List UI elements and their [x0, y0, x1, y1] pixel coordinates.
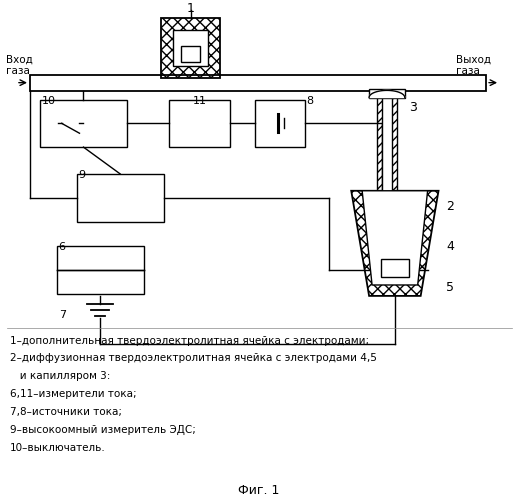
- Text: 7: 7: [59, 310, 66, 320]
- Bar: [57, 246, 144, 294]
- Text: 9: 9: [78, 170, 86, 180]
- Bar: [369, 88, 405, 98]
- Bar: [161, 18, 221, 78]
- Bar: [76, 174, 164, 222]
- Polygon shape: [369, 90, 405, 98]
- Text: 11: 11: [193, 96, 207, 106]
- Polygon shape: [362, 191, 428, 285]
- Bar: [381, 259, 409, 277]
- Text: 6: 6: [59, 242, 66, 252]
- Text: и капилляром 3:: и капилляром 3:: [10, 372, 111, 382]
- Text: 7,8–источники тока;: 7,8–источники тока;: [10, 407, 122, 417]
- Text: 2: 2: [446, 200, 454, 213]
- Text: Вход
газа: Вход газа: [6, 55, 33, 76]
- Bar: [181, 46, 200, 62]
- Text: 1–дополнительная твердоэлектролитная ячейка с электродами;: 1–дополнительная твердоэлектролитная яче…: [10, 336, 369, 345]
- Text: 1: 1: [187, 2, 195, 15]
- Bar: [30, 74, 486, 90]
- Text: Выход
газа: Выход газа: [456, 55, 491, 76]
- Bar: [169, 100, 230, 147]
- Text: 6,11–измерители тока;: 6,11–измерители тока;: [10, 389, 136, 399]
- Text: 4: 4: [446, 240, 454, 253]
- Text: 10: 10: [42, 96, 56, 106]
- Bar: [40, 100, 127, 147]
- Text: Фиг. 1: Фиг. 1: [238, 484, 280, 498]
- Text: 5: 5: [446, 282, 455, 294]
- Bar: [382, 90, 392, 191]
- Text: 9–высокоомный измеритель ЭДС;: 9–высокоомный измеритель ЭДС;: [10, 425, 196, 435]
- Text: 8: 8: [307, 96, 313, 106]
- Text: 2–диффузионная твердоэлектролитная ячейка с электродами 4,5: 2–диффузионная твердоэлектролитная ячейк…: [10, 354, 377, 364]
- Bar: [377, 90, 397, 191]
- Text: 10–выключатель.: 10–выключатель.: [10, 442, 106, 452]
- Bar: [255, 100, 305, 147]
- Text: 3: 3: [409, 101, 417, 114]
- Bar: [173, 30, 209, 66]
